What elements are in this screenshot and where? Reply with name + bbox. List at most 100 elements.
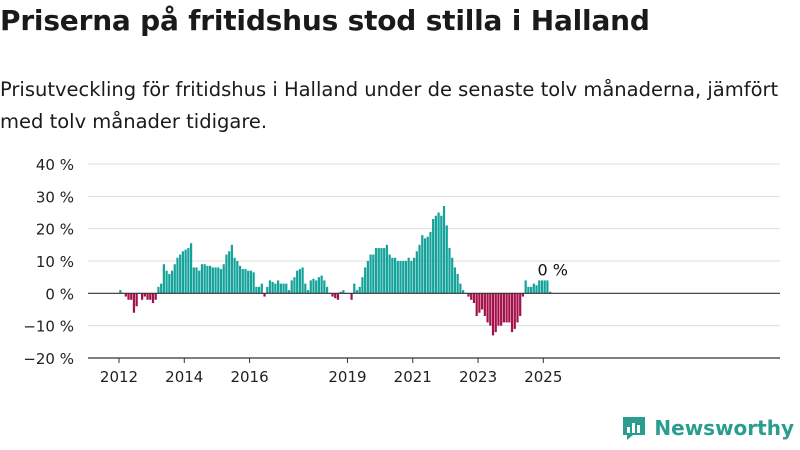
bar (470, 293, 473, 300)
bar (442, 206, 446, 294)
chart-title: Priserna på fritidshus stod stilla i Hal… (0, 4, 650, 37)
bar (342, 290, 345, 294)
bar (263, 293, 266, 297)
bar (369, 254, 372, 294)
bar (323, 280, 326, 294)
bar (364, 267, 367, 294)
y-tick-label: 20 % (36, 221, 74, 239)
bar (285, 283, 288, 294)
bars-layer (119, 206, 552, 336)
bar (399, 261, 402, 294)
bar (306, 290, 310, 294)
bar (527, 286, 530, 294)
bar (200, 264, 204, 294)
bar (298, 269, 301, 294)
bar (331, 293, 334, 297)
bar (434, 215, 437, 294)
bar (173, 264, 176, 294)
y-tick-label: 0 % (45, 285, 74, 303)
x-tick-label: 2014 (165, 368, 203, 386)
bar (353, 283, 356, 294)
bar (366, 261, 369, 294)
y-tick-label: 40 % (36, 156, 74, 174)
bar (282, 283, 285, 294)
bar (521, 293, 525, 297)
bar (388, 254, 391, 294)
bar (459, 283, 462, 294)
bar (418, 244, 421, 294)
x-tick-label: 2019 (328, 368, 366, 386)
bar (396, 261, 399, 294)
bar (549, 291, 552, 294)
bar (217, 267, 220, 294)
bar (508, 293, 511, 323)
bar (149, 293, 152, 300)
bar (271, 282, 274, 294)
bar (432, 218, 435, 294)
bar (198, 270, 201, 294)
bar (141, 293, 144, 300)
bar (130, 293, 133, 300)
newsworthy-logo-icon (623, 417, 646, 440)
bar (228, 251, 231, 294)
bar (274, 283, 277, 294)
bar (467, 293, 470, 297)
bar (132, 293, 136, 313)
bar (472, 293, 476, 304)
bar (510, 293, 514, 333)
bar (162, 264, 165, 294)
bar (339, 291, 342, 294)
bar (325, 286, 329, 294)
bar (257, 286, 261, 294)
bar (179, 254, 182, 294)
bar (407, 257, 410, 294)
bar (336, 293, 340, 300)
bar (519, 293, 522, 316)
bar (437, 212, 440, 294)
bar (423, 238, 427, 294)
bar (453, 267, 457, 294)
bar (225, 254, 228, 294)
bar (494, 293, 497, 333)
y-tick-label: −10 % (23, 318, 74, 336)
bar (404, 261, 408, 294)
bar (377, 248, 380, 294)
x-tick-label: 2021 (394, 368, 432, 386)
bar (247, 270, 250, 294)
bar (290, 280, 293, 294)
bar (244, 269, 247, 294)
bar (301, 267, 304, 294)
bar (461, 290, 465, 294)
bar (415, 251, 418, 294)
bar (448, 248, 451, 294)
bar (410, 261, 413, 294)
y-tick-label: 30 % (36, 188, 74, 206)
bar (293, 277, 296, 294)
bar (540, 280, 544, 294)
bar (491, 293, 495, 336)
bar (320, 275, 323, 294)
bar (296, 270, 299, 294)
bar (189, 243, 193, 294)
bar (181, 251, 185, 294)
bar (124, 293, 127, 297)
bar (372, 254, 375, 294)
bar (151, 293, 155, 304)
bar (524, 280, 527, 294)
bar (222, 264, 225, 294)
bar (516, 293, 519, 323)
bar (170, 270, 174, 294)
bar (135, 293, 138, 307)
bar (538, 280, 541, 294)
bar (486, 293, 489, 323)
bar (334, 293, 337, 299)
bar (309, 280, 312, 294)
bar (268, 280, 272, 294)
bar (489, 293, 492, 326)
bar (546, 280, 549, 294)
bar (502, 293, 505, 323)
bar (203, 264, 206, 294)
bar (195, 267, 198, 294)
bar (157, 286, 160, 294)
bar (266, 286, 269, 294)
